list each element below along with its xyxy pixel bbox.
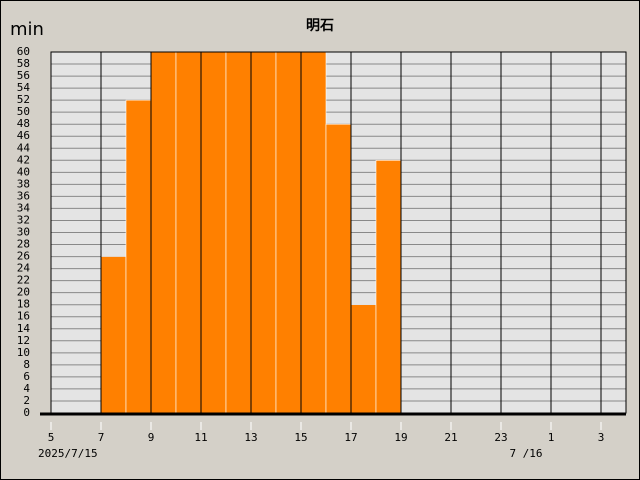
y-tick-label: 36: [17, 189, 30, 202]
bar: [175, 51, 202, 414]
y-tick-label: 14: [17, 322, 31, 335]
bar: [225, 51, 252, 414]
bar: [250, 51, 277, 414]
bar: [150, 51, 177, 414]
bar: [100, 256, 127, 414]
bar: [350, 304, 377, 414]
y-tick-label: 20: [17, 286, 30, 299]
y-tick-label: 0: [23, 406, 30, 419]
x-tick-label: 17: [344, 431, 357, 444]
y-tick-label: 28: [17, 238, 30, 251]
y-tick-label: 38: [17, 177, 30, 190]
y-tick-label: 26: [17, 250, 30, 263]
chart-title: 明石: [306, 18, 334, 34]
y-tick-label: 12: [17, 334, 30, 347]
x-tick-label: 7: [98, 431, 105, 444]
y-tick-label: 60: [17, 45, 30, 58]
x-tick-label: 9: [148, 431, 155, 444]
y-tick-label: 30: [17, 226, 30, 239]
x-tick-label: 15: [294, 431, 307, 444]
y-tick-label: 58: [17, 57, 30, 70]
x-tick-label: 13: [244, 431, 257, 444]
y-tick-label: 32: [17, 213, 30, 226]
y-tick-label: 8: [23, 358, 30, 371]
x-tick-label: 1: [548, 431, 555, 444]
y-tick-label: 18: [17, 298, 30, 311]
date-label: 2025/7/15: [38, 447, 98, 460]
bar: [300, 51, 327, 414]
bar: [125, 99, 152, 414]
y-tick-label: 44: [17, 141, 31, 154]
y-tick-label: 50: [17, 105, 30, 118]
x-tick-label: 21: [444, 431, 457, 444]
y-tick-label: 6: [23, 370, 30, 383]
y-unit: min: [10, 19, 44, 40]
y-tick-label: 4: [23, 382, 30, 395]
y-tick-label: 48: [17, 117, 30, 130]
x-tick-label: 5: [48, 431, 55, 444]
y-tick-label: 24: [17, 262, 31, 275]
y-tick-label: 46: [17, 129, 30, 142]
x-tick-label: 23: [494, 431, 507, 444]
y-tick-label: 34: [17, 201, 31, 214]
x-tick-label: 3: [598, 431, 605, 444]
y-tick-label: 54: [17, 81, 31, 94]
bar: [325, 123, 352, 414]
y-tick-label: 22: [17, 274, 30, 287]
x-tick-label: 11: [194, 431, 207, 444]
y-tick-label: 42: [17, 153, 30, 166]
bar: [375, 160, 402, 414]
x-tick-label: 19: [394, 431, 407, 444]
y-tick-label: 16: [17, 310, 30, 323]
y-tick-label: 40: [17, 165, 30, 178]
bar: [275, 51, 302, 414]
date-label: 7 /16: [509, 447, 542, 460]
y-tick-label: 52: [17, 93, 30, 106]
bar: [200, 51, 227, 414]
y-tick-label: 56: [17, 69, 30, 82]
y-tick-label: 2: [23, 394, 30, 407]
y-tick-label: 10: [17, 346, 30, 359]
